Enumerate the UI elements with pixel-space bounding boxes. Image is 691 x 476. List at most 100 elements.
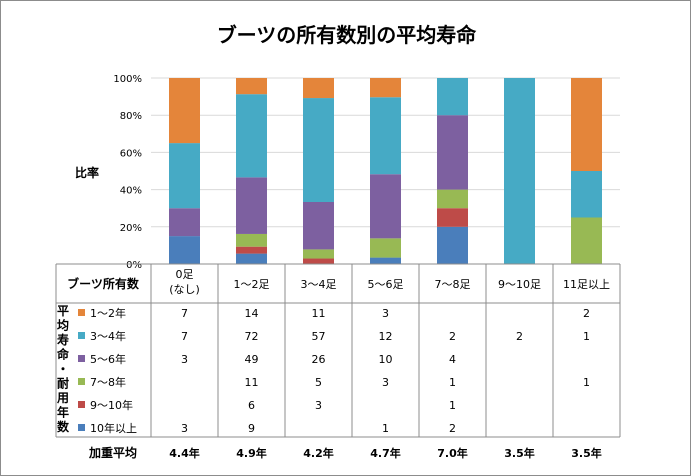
bar-segment	[370, 78, 401, 98]
row-header-label: ブーツ所有数	[67, 276, 140, 291]
legend-label: 5〜6年	[90, 352, 126, 366]
y-tick-label: 80%	[120, 111, 142, 122]
table-value: 4	[449, 353, 456, 366]
table-value: 49	[245, 353, 259, 366]
weighted-average-value: 3.5年	[504, 446, 535, 460]
bar-segment	[571, 171, 602, 218]
bar-segment	[370, 97, 401, 175]
legend-label: 7〜8年	[90, 375, 126, 389]
bar-segment	[169, 236, 200, 264]
legend-group-label-char: 数	[57, 419, 70, 434]
table-value: 1	[382, 422, 389, 435]
bar-segment	[169, 208, 200, 237]
legend-label: 10年以上	[90, 421, 137, 435]
category-label: 5〜6足	[368, 278, 404, 291]
bar-segment	[370, 257, 401, 264]
bar-segment	[303, 258, 334, 264]
weighted-average-value: 4.9年	[236, 446, 267, 460]
table-value: 1	[449, 399, 456, 412]
weighted-average-value: 4.7年	[370, 446, 401, 460]
bar-segment	[571, 217, 602, 264]
weighted-average-value: 4.4年	[169, 446, 200, 460]
category-label: 0足(なし)	[169, 268, 200, 296]
bar-segment	[370, 174, 401, 239]
table-value: 3	[181, 422, 188, 435]
legend-key	[78, 355, 85, 362]
table-value: 9	[248, 422, 255, 435]
weighted-average-value: 7.0年	[437, 446, 468, 460]
bar-segment	[169, 143, 200, 209]
bar-segment	[571, 78, 602, 171]
table-value: 1	[449, 376, 456, 389]
legend-key	[78, 378, 85, 385]
y-tick-label: 60%	[120, 148, 142, 159]
category-label: 1〜2足	[234, 278, 270, 291]
table-value: 11	[245, 376, 259, 389]
bar-segment	[303, 249, 334, 259]
table-value: 1	[583, 376, 590, 389]
table-value: 3	[382, 307, 389, 320]
footer-label: 加重平均	[88, 445, 137, 460]
bar-segment	[303, 98, 334, 202]
bar-segment	[370, 238, 401, 258]
legend-key	[78, 309, 85, 316]
bar-segment	[236, 253, 267, 264]
table-value: 5	[315, 376, 322, 389]
bar-segment	[236, 94, 267, 178]
table-value: 3	[181, 353, 188, 366]
bar-segment	[303, 78, 334, 99]
legend-group-label-char: 用	[56, 391, 69, 405]
table-value: 7	[181, 330, 188, 343]
table-value: 3	[315, 399, 322, 412]
y-tick-label: 40%	[120, 186, 142, 197]
table-value: 2	[449, 422, 456, 435]
table-value: 26	[312, 353, 326, 366]
bar-segment	[437, 226, 468, 264]
bar-segment	[437, 78, 468, 116]
table-value: 6	[248, 399, 255, 412]
legend-group-label-char: 命	[56, 347, 70, 362]
table-value: 3	[382, 376, 389, 389]
bar-segment	[236, 233, 267, 247]
weighted-average-value: 4.2年	[303, 446, 334, 460]
category-label: 11足以上	[563, 278, 610, 291]
chart-title: ブーツの所有数別の平均寿命	[216, 23, 477, 47]
table-value: 2	[516, 330, 523, 343]
table-value: 7	[181, 307, 188, 320]
bar-segment	[236, 246, 267, 254]
legend-group-label-char: 均	[57, 318, 69, 333]
legend-group-label-char: 耐	[57, 376, 69, 391]
bar-segment	[437, 189, 468, 209]
table-value: 10	[379, 353, 393, 366]
y-tick-label: 20%	[120, 223, 142, 234]
legend-group-label-char: ・	[57, 362, 69, 376]
legend-label: 3〜4年	[90, 329, 126, 343]
legend-key	[78, 424, 85, 431]
table-value: 57	[312, 330, 326, 343]
weighted-average-value: 3.5年	[571, 446, 602, 460]
y-tick-label: 100%	[113, 74, 142, 85]
bar-segment	[169, 78, 200, 144]
category-label: 3〜4足	[301, 278, 337, 291]
bar-segment	[236, 78, 267, 95]
legend-group-label-char: 寿	[57, 332, 69, 347]
category-label: 7〜8足	[435, 278, 471, 291]
y-tick-label: 0%	[126, 260, 142, 271]
legend-group-label-char: 年	[57, 405, 69, 420]
table-value: 2	[583, 307, 590, 320]
bar-segment	[236, 177, 267, 234]
legend-label: 9〜10年	[90, 398, 133, 412]
table-value: 72	[245, 330, 259, 343]
table-value: 12	[379, 330, 393, 343]
bar-segment	[437, 115, 468, 190]
table-value: 14	[245, 307, 259, 320]
bar-segment	[303, 202, 334, 250]
legend-key	[78, 401, 85, 408]
y-axis-label: 比率	[75, 166, 100, 180]
table-value: 2	[449, 330, 456, 343]
legend-group-label-char: 平	[57, 304, 69, 318]
bar-segment	[504, 78, 535, 264]
table-value: 11	[312, 307, 326, 320]
